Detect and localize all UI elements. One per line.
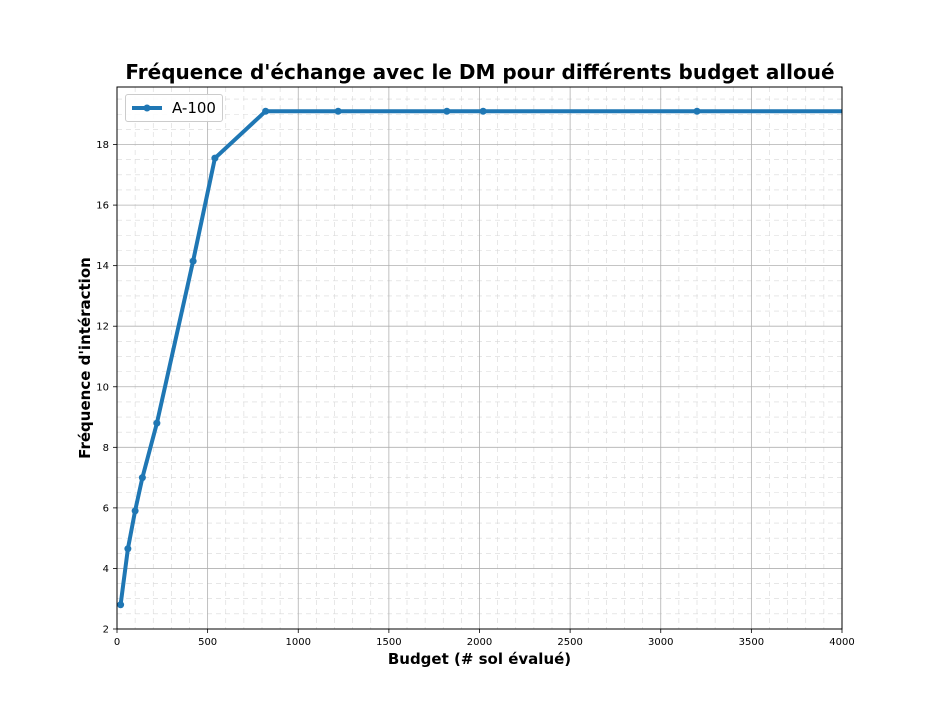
series-layer [117,107,842,609]
data-point [153,419,161,427]
data-point [262,107,270,115]
y-tick-label: 14 [96,261,109,272]
y-tick-label: 2 [103,625,109,636]
x-tick-label: 500 [198,637,217,648]
legend: A-100 [125,94,223,122]
x-tick-label: 0 [114,637,120,648]
major-grid [117,87,842,629]
y-tick-label: 16 [96,201,109,212]
y-tick-label: 6 [103,503,109,514]
x-tick-label: 3500 [739,637,764,648]
data-point [693,107,701,115]
x-tick-label: 3000 [648,637,673,648]
legend-label: A-100 [172,99,216,117]
y-tick-label: 12 [96,322,109,333]
y-tick-label: 8 [103,443,109,454]
y-tick-label: 18 [96,140,109,151]
data-point [189,257,197,265]
x-tick-label: 2000 [467,637,492,648]
data-point [138,474,146,482]
x-axis-title: Budget (# sol évalué) [388,650,571,668]
data-point [334,107,342,115]
x-tick-label: 4000 [829,637,854,648]
y-tick-label: 4 [103,564,109,575]
legend-swatch [132,104,162,112]
minor-grid [117,87,842,629]
data-point [131,507,139,515]
x-tick-label: 2500 [557,637,582,648]
x-tick-label: 1500 [376,637,401,648]
data-point [211,154,219,162]
y-tick-label: 10 [96,382,109,393]
data-point [479,107,487,115]
data-point [443,107,451,115]
y-axis-title: Fréquence d'intéraction [76,257,94,459]
x-tick-label: 1000 [286,637,311,648]
data-point [124,545,132,553]
axis-ticks: 0 500 1000 1500 2000 2500 3000 3500 4000 2 4 6 8 10 12… [96,140,854,648]
series-line [118,109,842,606]
data-point [117,601,125,609]
chart-title: Fréquence d'échange avec le DM pour diff… [125,60,835,84]
